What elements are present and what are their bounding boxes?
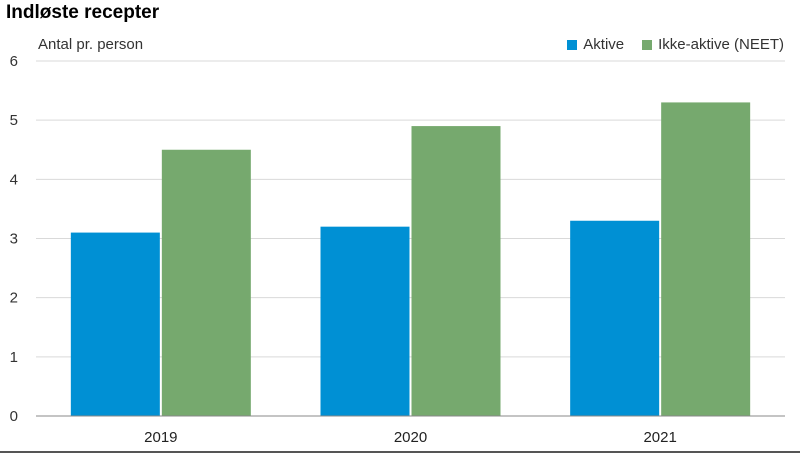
legend-item-aktive: Aktive xyxy=(567,36,624,53)
y-tick-label: 2 xyxy=(10,290,18,307)
x-tick-label: 2019 xyxy=(144,429,177,446)
bar xyxy=(161,149,251,416)
y-tick-label: 6 xyxy=(10,53,18,70)
x-tick-label: 2020 xyxy=(394,429,427,446)
legend-item-ikke-aktive: Ikke-aktive (NEET) xyxy=(642,36,784,53)
bottom-rule xyxy=(0,451,800,453)
y-tick-label: 5 xyxy=(10,112,18,129)
legend-label-aktive: Aktive xyxy=(583,36,625,53)
chart-title: Indløste recepter xyxy=(6,2,160,23)
bar xyxy=(661,102,751,417)
y-tick-label: 1 xyxy=(10,349,18,366)
bar xyxy=(70,232,160,416)
y-tick-label: 3 xyxy=(10,231,18,248)
legend: Aktive Ikke-aktive (NEET) xyxy=(555,36,784,53)
bar xyxy=(411,126,501,416)
y-tick-label: 0 xyxy=(10,408,18,425)
legend-label-ikke-aktive: Ikke-aktive (NEET) xyxy=(658,36,784,53)
bar xyxy=(320,226,410,416)
y-tick-label: 4 xyxy=(10,171,18,188)
bar xyxy=(570,220,660,416)
x-tick-label: 2021 xyxy=(643,429,676,446)
legend-swatch-ikke-aktive xyxy=(642,39,653,50)
y-axis-label: Antal pr. person xyxy=(38,36,144,53)
legend-swatch-aktive xyxy=(567,39,578,50)
